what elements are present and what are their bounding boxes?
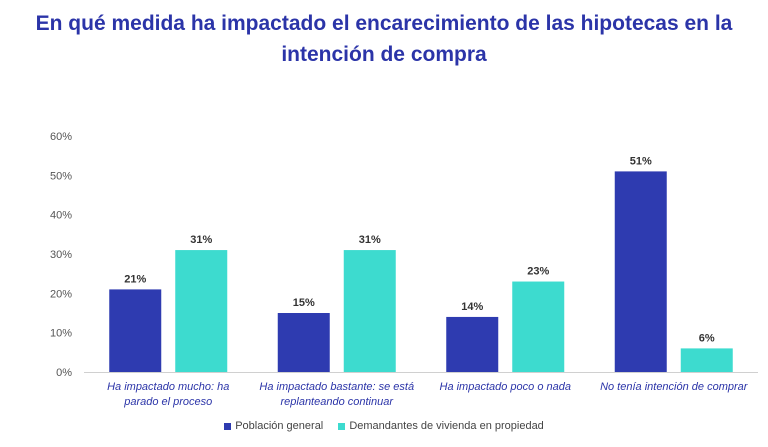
legend-swatch-poblacion: [224, 422, 232, 430]
data-label: 15%: [293, 297, 315, 309]
bar-demandantes: [175, 250, 228, 372]
legend-item-poblacion: Población general: [224, 420, 323, 432]
y-tick-label: 20%: [50, 288, 72, 300]
category-label: Ha impactado poco o nada: [440, 381, 571, 393]
y-tick-label: 0%: [56, 367, 72, 379]
bar-poblacion: [277, 313, 330, 372]
data-label: 31%: [359, 234, 381, 246]
category-label: parado el proceso: [123, 396, 212, 408]
legend: Población general Demandantes de viviend…: [0, 420, 768, 433]
legend-swatch-demandantes: [338, 422, 346, 430]
category-label: Ha impactado bastante: se está: [259, 381, 414, 393]
data-label: 51%: [630, 155, 652, 167]
legend-label-demandantes: Demandantes de vivienda en propiedad: [349, 420, 544, 432]
data-label: 21%: [124, 273, 146, 285]
bar-demandantes: [343, 250, 396, 372]
bar-poblacion: [109, 289, 162, 372]
data-label: 23%: [527, 266, 549, 278]
bar-demandantes: [680, 348, 733, 372]
y-tick-label: 40%: [50, 210, 72, 222]
data-label: 31%: [190, 234, 212, 246]
data-label: 6%: [699, 332, 715, 344]
category-label: Ha impactado mucho: ha: [107, 381, 229, 393]
chart-title: En qué medida ha impactado el encarecimi…: [35, 12, 733, 66]
legend-item-demandantes: Demandantes de vivienda en propiedad: [338, 420, 544, 432]
category-label: replanteando continuar: [280, 396, 394, 408]
bar-demandantes: [512, 281, 565, 372]
data-label: 14%: [461, 301, 483, 313]
bar-poblacion: [446, 316, 499, 372]
category-label: No tenía intención de comprar: [600, 381, 749, 393]
y-tick-label: 10%: [50, 328, 72, 340]
y-tick-label: 50%: [50, 170, 72, 182]
bar-poblacion: [614, 171, 667, 372]
y-tick-label: 60%: [50, 131, 72, 143]
y-tick-label: 30%: [50, 249, 72, 261]
legend-label-poblacion: Población general: [235, 420, 324, 432]
